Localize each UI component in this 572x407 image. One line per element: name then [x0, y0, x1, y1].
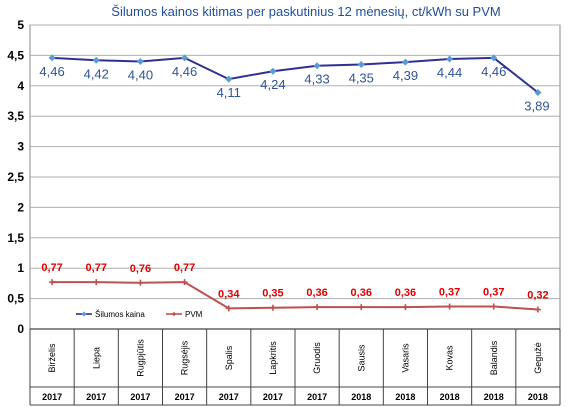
data-point-marker: [402, 304, 409, 311]
series-lines: [48, 54, 542, 313]
x-category-label: Vasaris: [400, 343, 410, 373]
series-line-pvm: [52, 281, 538, 311]
x-year-label: 2018: [440, 392, 460, 402]
y-tick-label: 3: [17, 140, 24, 154]
data-point-marker: [92, 56, 100, 64]
x-category-label: Rugsėjis: [180, 340, 190, 375]
data-label: 0,77: [41, 262, 62, 274]
data-label: 4,11: [217, 85, 241, 100]
data-label: 4,42: [84, 66, 109, 81]
data-label: 0,36: [395, 287, 416, 299]
x-year-label: 2017: [263, 392, 283, 402]
data-point-marker: [446, 55, 454, 63]
data-point-marker: [181, 54, 189, 62]
data-point-marker: [225, 75, 233, 83]
data-point-marker: [357, 61, 365, 69]
y-tick-label: 5: [17, 18, 24, 32]
data-label: 3,89: [524, 98, 549, 113]
data-label: 4,35: [349, 71, 374, 86]
data-point-marker: [534, 306, 541, 313]
data-point-marker: [137, 279, 144, 286]
data-point-marker: [534, 88, 542, 96]
data-label: 0,36: [306, 287, 327, 299]
x-year-label: 2018: [351, 392, 371, 402]
data-point-marker: [446, 303, 453, 310]
y-tick-label: 3,5: [7, 109, 24, 123]
x-year-label: 2018: [395, 392, 415, 402]
data-point-marker: [401, 58, 409, 66]
data-label: 0,37: [483, 287, 504, 299]
x-category-label: Gruodis: [312, 342, 322, 374]
data-labels: 4,46 4,42 4,40 4,46 4,11 4,24 4,33 4,35 4,39 4,44…: [39, 64, 549, 302]
data-point-marker: [49, 279, 56, 286]
data-label: 4,33: [304, 72, 329, 87]
series-line-silumos-kaina: [52, 56, 539, 94]
data-label: 0,37: [439, 287, 460, 299]
x-category-label: Rugpjūtis: [135, 339, 145, 377]
x-category-label: Balandis: [489, 340, 499, 375]
data-label: 4,44: [437, 65, 462, 80]
data-point-marker: [269, 304, 276, 311]
x-year-label: 2018: [528, 392, 548, 402]
data-point-marker: [313, 62, 321, 70]
x-year-label: 2018: [484, 392, 504, 402]
x-year-label: 2017: [86, 392, 106, 402]
x-category-label: Lapkritis: [268, 341, 278, 375]
y-tick-label: 4: [17, 79, 24, 93]
data-label: 4,46: [481, 64, 506, 79]
data-label: 0,32: [527, 290, 548, 302]
data-label: 4,24: [260, 77, 285, 92]
x-year-label: 2017: [307, 392, 327, 402]
data-label: 4,39: [393, 68, 418, 83]
y-tick-label: 2,5: [7, 170, 24, 184]
data-label: 0,77: [174, 262, 195, 274]
x-category-label: Sausis: [356, 344, 366, 372]
data-label: 4,46: [172, 64, 197, 79]
legend-marker-pvm: [172, 312, 176, 316]
x-year-label: 2017: [42, 392, 62, 402]
data-point-marker: [314, 304, 321, 311]
chart-title: Šilumos kainos kitimas per paskutinius 1…: [111, 4, 500, 19]
legend-label-silumos-kaina: Šilumos kaina: [95, 310, 145, 319]
x-category-label: Kovas: [445, 345, 455, 371]
x-year-label: 2017: [175, 392, 195, 402]
data-point-marker: [490, 303, 497, 310]
data-label: 0,77: [86, 262, 107, 274]
data-label: 0,76: [130, 263, 151, 275]
legend-marker-silumos-kaina: [81, 311, 87, 317]
data-label: 0,36: [351, 287, 372, 299]
gridlines: [29, 24, 561, 330]
data-label: 0,34: [218, 288, 240, 300]
y-tick-label: 1: [17, 261, 24, 275]
y-tick-label: 0: [17, 322, 24, 336]
y-tick-label: 1,5: [7, 231, 24, 245]
x-category-label: Birželis: [47, 343, 57, 373]
data-point-marker: [490, 54, 498, 62]
data-label: 4,40: [128, 67, 153, 82]
data-point-marker: [48, 54, 56, 62]
data-point-marker: [269, 67, 277, 75]
data-point-marker: [93, 279, 100, 286]
data-label: 4,46: [39, 64, 64, 79]
legend: Šilumos kaina PVM: [76, 310, 203, 319]
data-label: 0,35: [262, 288, 283, 300]
data-point-marker: [136, 57, 144, 65]
x-category-label: Gegužė: [533, 342, 543, 374]
x-category-label: Liepa: [91, 347, 101, 369]
axes: 0 0,5 1 1,5 2 2,5 3 3,5 4 4,5 5 Birželis 2017 Liepa 20…: [7, 18, 561, 406]
data-point-marker: [181, 279, 188, 286]
x-year-label: 2017: [219, 392, 239, 402]
y-tick-label: 0,5: [7, 292, 24, 306]
x-category-label: Spalis: [224, 345, 234, 370]
x-year-label: 2017: [130, 392, 150, 402]
legend-label-pvm: PVM: [185, 310, 203, 319]
data-point-marker: [358, 304, 365, 311]
y-tick-label: 2: [17, 200, 24, 214]
y-tick-label: 4,5: [7, 48, 24, 62]
data-point-marker: [225, 305, 232, 312]
